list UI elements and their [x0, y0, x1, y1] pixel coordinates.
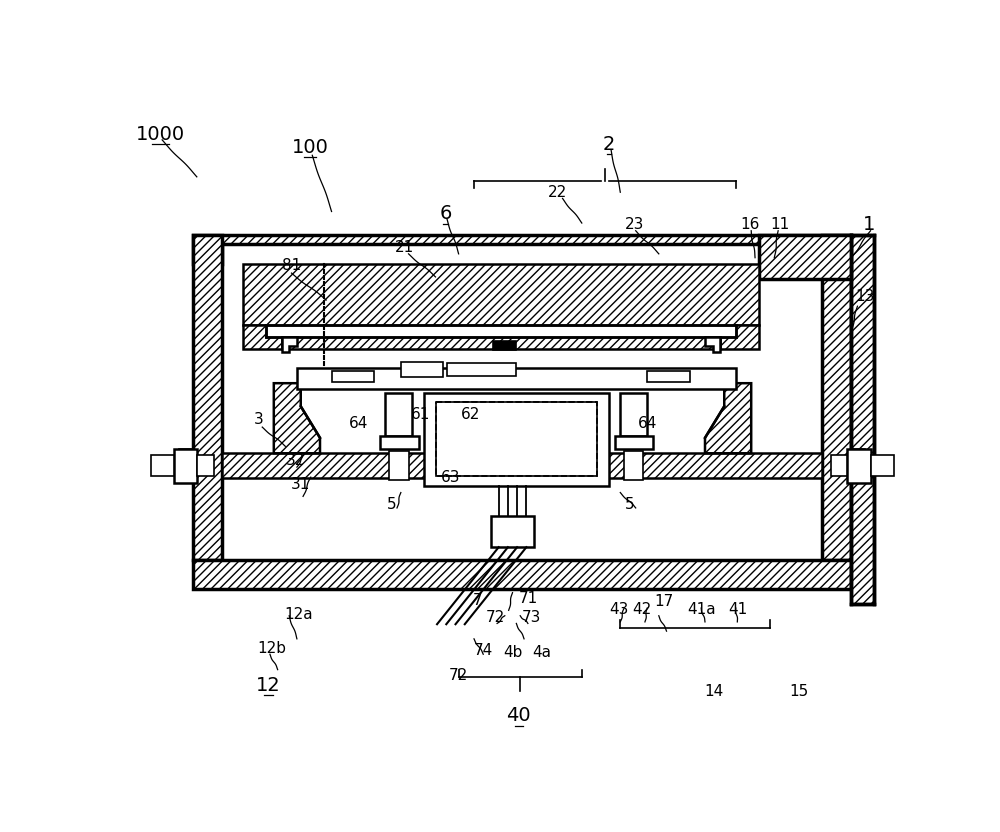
Polygon shape [243, 264, 759, 325]
Bar [491, 517, 534, 547]
Text: 43: 43 [609, 602, 628, 617]
Polygon shape [193, 235, 851, 264]
Polygon shape [193, 235, 222, 560]
Text: 74: 74 [474, 643, 493, 658]
Bar [174, 448, 197, 483]
Bar [615, 436, 653, 449]
Text: 12: 12 [256, 676, 281, 695]
Text: 16: 16 [740, 217, 759, 232]
Text: 12b: 12b [258, 641, 287, 656]
Text: 73: 73 [522, 610, 541, 625]
Bar [297, 368, 736, 389]
Bar [197, 455, 214, 477]
Polygon shape [193, 560, 851, 589]
Polygon shape [705, 384, 751, 453]
Text: 62: 62 [460, 407, 480, 422]
Text: 81: 81 [282, 258, 301, 273]
Text: 4a: 4a [532, 645, 551, 661]
Bar [179, 449, 191, 482]
Text: 12a: 12a [284, 607, 313, 622]
Polygon shape [822, 235, 851, 560]
Text: 21: 21 [395, 240, 414, 255]
Text: 6: 6 [439, 205, 452, 223]
Text: 64: 64 [349, 416, 368, 431]
Polygon shape [759, 235, 851, 280]
Bar [380, 436, 419, 449]
Bar [493, 341, 516, 350]
Polygon shape [222, 453, 822, 478]
Bar [620, 394, 647, 436]
Bar [436, 403, 597, 477]
Text: 41: 41 [728, 602, 748, 617]
Text: 7: 7 [473, 593, 483, 608]
Polygon shape [282, 337, 297, 353]
Bar [436, 403, 597, 477]
Text: 23: 23 [624, 217, 644, 232]
Polygon shape [243, 325, 282, 349]
Bar [831, 455, 847, 477]
Text: 31: 31 [291, 478, 310, 493]
Polygon shape [851, 235, 874, 604]
Text: 71: 71 [518, 592, 538, 607]
Text: 3: 3 [254, 412, 263, 427]
Polygon shape [720, 325, 759, 349]
Polygon shape [424, 394, 609, 486]
Text: 63: 63 [441, 469, 461, 484]
Polygon shape [274, 384, 320, 453]
Text: 61: 61 [410, 407, 430, 422]
Text: 22: 22 [548, 185, 567, 200]
Text: 15: 15 [789, 684, 809, 699]
Text: 4b: 4b [503, 645, 522, 661]
Bar [401, 362, 443, 377]
Text: 41a: 41a [687, 602, 715, 617]
Text: 11: 11 [770, 217, 789, 232]
Bar [847, 448, 871, 483]
Bar [385, 394, 412, 436]
Bar [871, 455, 894, 477]
Bar [624, 451, 643, 480]
Text: 2: 2 [603, 135, 615, 154]
Text: 42: 42 [632, 602, 651, 617]
Text: 72: 72 [449, 668, 468, 683]
Bar [151, 455, 174, 477]
Text: 1: 1 [863, 215, 875, 234]
Text: 40: 40 [506, 706, 531, 726]
Text: 64: 64 [638, 416, 657, 431]
Bar [389, 451, 409, 480]
Text: 17: 17 [655, 594, 674, 609]
Text: 5: 5 [387, 497, 396, 512]
Polygon shape [282, 337, 720, 349]
Polygon shape [705, 337, 720, 353]
Text: 100: 100 [292, 138, 328, 157]
Bar [853, 449, 865, 482]
Text: 1000: 1000 [136, 125, 185, 144]
Text: 13: 13 [855, 289, 875, 304]
Text: 5: 5 [625, 497, 634, 512]
Bar [332, 371, 374, 382]
Bar [447, 364, 516, 375]
Text: 32: 32 [286, 453, 305, 468]
Text: 72: 72 [486, 610, 505, 625]
Bar [647, 371, 690, 382]
Text: 14: 14 [705, 684, 724, 699]
